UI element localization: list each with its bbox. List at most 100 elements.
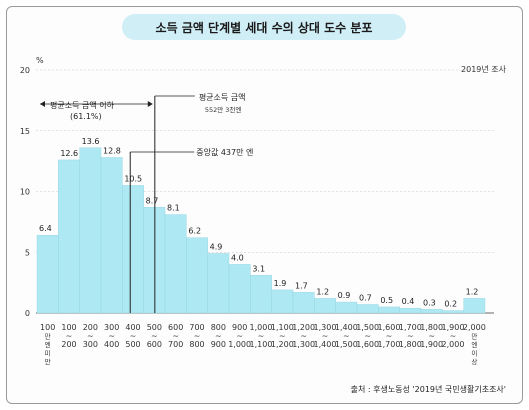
x-tick-label: 600	[147, 340, 162, 349]
x-tick-label: 1,300	[292, 340, 315, 349]
x-tick-label: 1,900	[442, 323, 465, 332]
below-mean-percent: (61.1%)	[70, 112, 102, 121]
x-tick-label: ~	[172, 332, 179, 341]
y-tick-label: 20	[20, 66, 30, 75]
x-tick-label: 400	[125, 323, 140, 332]
chart-title: 소득 금액 단계별 세대 수의 상대 도수 분포	[122, 14, 406, 40]
x-tick-label: 300	[104, 323, 119, 332]
value-label: 0.9	[338, 291, 351, 300]
x-tick-label: ~	[236, 332, 243, 341]
x-tick-label: ~	[215, 332, 222, 341]
x-tick-label: 600	[168, 323, 183, 332]
x-tick-label: 1,300	[314, 323, 337, 332]
x-tick-label: 이	[471, 349, 477, 358]
x-tick-label: 1,800	[420, 323, 443, 332]
bar	[356, 304, 379, 314]
y-axis-ticks: 0 5 10 15 20	[20, 66, 30, 318]
bar	[36, 235, 59, 314]
value-label: 13.6	[82, 137, 100, 146]
bar	[164, 214, 187, 314]
bar	[378, 306, 400, 314]
y-tick-label: 0	[25, 309, 30, 318]
x-tick-label: ~	[343, 332, 350, 341]
x-tick-label: ~	[364, 332, 371, 341]
source-note: 출처 : 후생노동성 '2019년 국민생활기초조사'	[351, 384, 506, 394]
x-tick-label: 상	[471, 357, 477, 366]
bar	[228, 264, 251, 314]
x-tick-label: 1,500	[356, 323, 379, 332]
arrow-right-icon	[147, 101, 153, 107]
x-tick-label: ~	[108, 332, 115, 341]
value-label: 8.7	[146, 196, 159, 205]
value-labels: 6.4 12.6 13.612.8 10.5 8.7 8.1 6.2 4.9 4.0 3.1 1.9…	[39, 137, 478, 309]
below-mean-label: 평균소득 금액 이하	[50, 100, 115, 110]
x-tick-label: 1,200	[271, 340, 294, 349]
x-tick-label: 1,700	[399, 323, 422, 332]
x-tick-label: ~	[322, 332, 329, 341]
value-label: 12.8	[103, 146, 121, 155]
bar	[58, 159, 80, 314]
x-tick-label: 1,600	[356, 340, 379, 349]
x-tick-label: 1,700	[378, 340, 401, 349]
bar	[314, 298, 336, 314]
y-tick-label: 10	[20, 188, 30, 197]
x-tick-label: ~	[428, 332, 435, 341]
x-tick-label: 1,800	[399, 340, 422, 349]
x-tick-label: 100	[61, 323, 76, 332]
bar	[122, 185, 144, 314]
x-tick-label: ~	[407, 332, 414, 341]
x-tick-label: 800	[211, 323, 226, 332]
y-unit-label: %	[36, 56, 44, 65]
x-tick-label: ~	[87, 332, 94, 341]
median-label: 중앙값 437만 엔	[196, 147, 253, 157]
x-tick-label: 700	[189, 323, 204, 332]
value-label: 0.3	[423, 298, 436, 307]
bar	[207, 253, 230, 314]
x-tick-label: 만	[45, 357, 51, 366]
x-tick-label: ~	[258, 332, 265, 341]
x-tick-label: ~	[151, 332, 158, 341]
value-label: 10.5	[124, 174, 142, 183]
bar	[442, 310, 464, 314]
x-tick-label: 200	[61, 340, 76, 349]
x-tick-label: ~	[450, 332, 457, 341]
bar	[335, 301, 358, 314]
x-tick-label: 1,100	[250, 340, 273, 349]
x-tick-label: 1,100	[271, 323, 294, 332]
x-tick-label: 800	[189, 340, 204, 349]
x-tick-label: ~	[279, 332, 286, 341]
x-tick-label: 500	[125, 340, 140, 349]
x-tick-label: 200	[83, 323, 98, 332]
bar	[292, 292, 315, 314]
mean-title: 평균소득 금액	[199, 92, 246, 102]
y-tick-label: 15	[20, 127, 30, 136]
x-tick-label: 미	[45, 349, 51, 358]
value-label: 1.2	[466, 287, 479, 296]
x-tick-label: 만	[45, 332, 51, 341]
x-tick-label: 엔	[45, 340, 51, 349]
value-label: 3.1	[252, 264, 265, 273]
value-label: 1.2	[316, 287, 329, 296]
x-tick-label: 1,500	[335, 340, 358, 349]
x-axis-labels: 100만엔미만100~200200~300300~400400~500500~6…	[40, 323, 486, 366]
x-tick-label: 1,200	[292, 323, 315, 332]
x-tick-label: 700	[168, 340, 183, 349]
x-tick-label: 900	[211, 340, 226, 349]
x-tick-label: 1,000	[228, 340, 251, 349]
bar	[463, 298, 486, 314]
value-label: 6.4	[39, 224, 52, 233]
x-tick-label: ~	[194, 332, 201, 341]
bar	[100, 157, 123, 314]
x-tick-label: 300	[83, 340, 98, 349]
arrow-left-icon	[40, 101, 45, 107]
y-tick-label: 5	[25, 248, 30, 257]
value-label: 0.7	[359, 293, 372, 302]
bar	[399, 307, 422, 314]
x-tick-label: 1,400	[314, 340, 337, 349]
x-tick-label: 1,900	[420, 340, 443, 349]
x-tick-label: 1,400	[335, 323, 358, 332]
bar	[420, 309, 443, 314]
value-label: 12.6	[60, 149, 78, 158]
x-tick-label: 1,000	[250, 323, 273, 332]
